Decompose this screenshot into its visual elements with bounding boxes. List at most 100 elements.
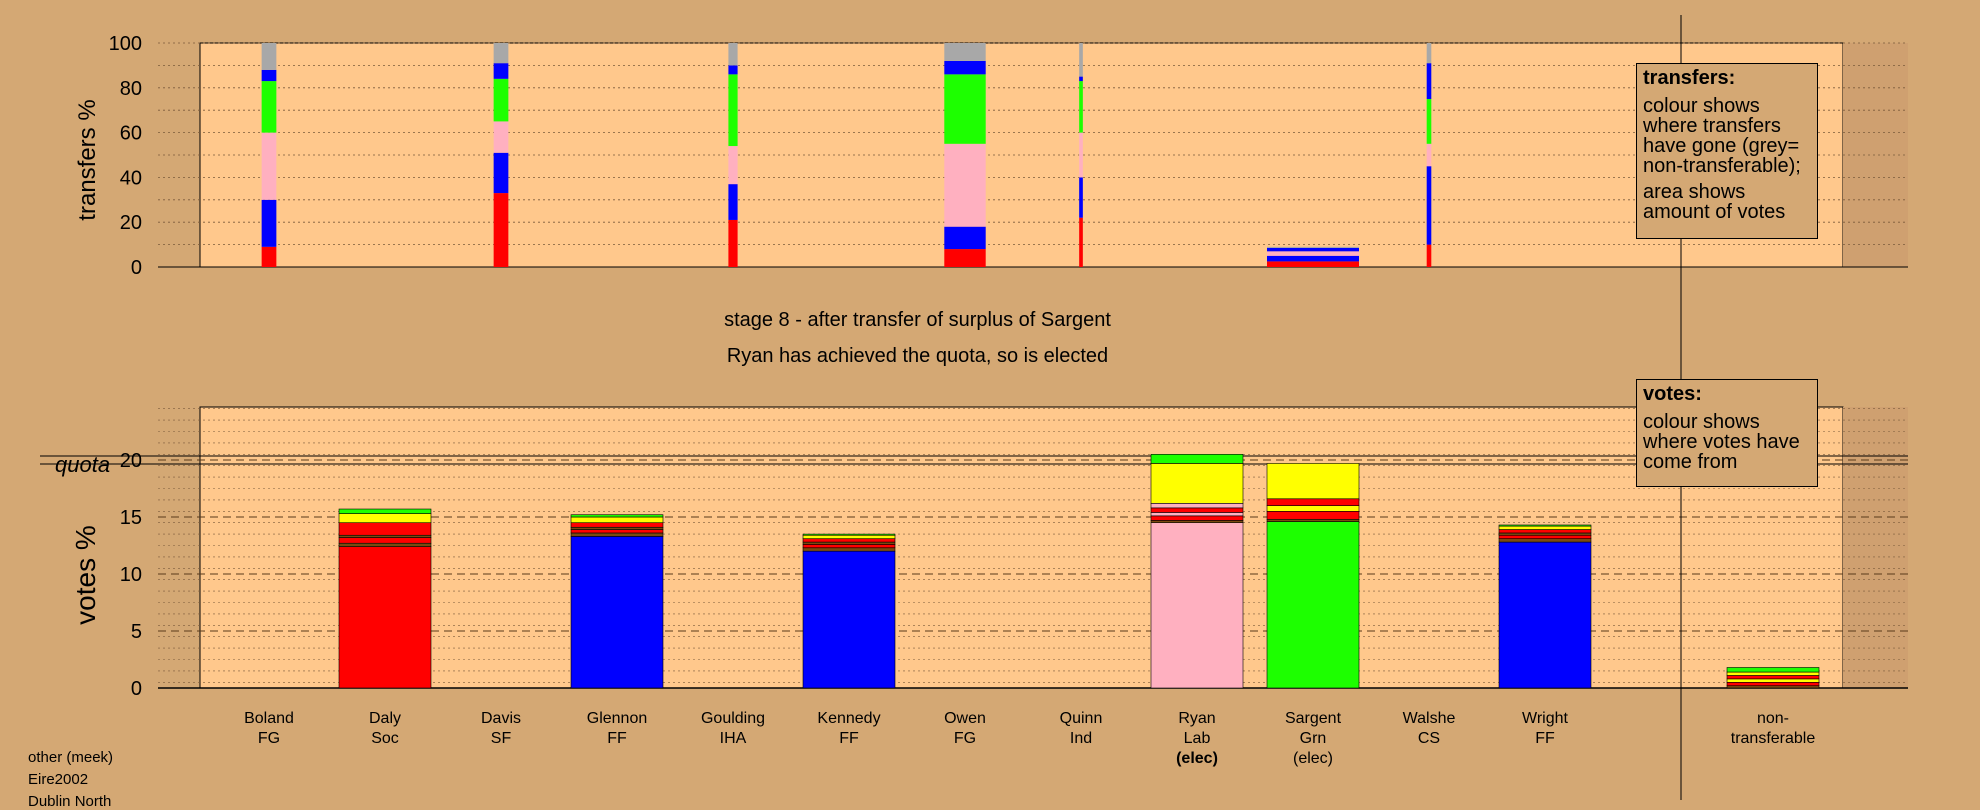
stage-subtitle: Ryan has achieved the quota, so is elect… <box>726 345 1109 367</box>
vote-segment-FF <box>570 536 664 689</box>
candidate-party: Ind <box>1070 730 1092 747</box>
transfer-segment-Grn <box>1426 99 1432 144</box>
vote-segment-Soc <box>338 546 432 689</box>
vote-segment-dark <box>1266 518 1360 522</box>
transfer-segment-Soc <box>1079 217 1083 267</box>
transfers-tick-label: 80 <box>120 78 142 100</box>
vote-segment-Soc <box>802 538 896 543</box>
transfer-segment-non_transferable <box>728 43 738 66</box>
vote-segment-Sargent_transfer <box>338 513 432 524</box>
vote-segment-Soc <box>338 522 432 536</box>
transfer-segment-Soc <box>1426 244 1432 267</box>
transfer-segment-Grn <box>493 78 509 122</box>
transfer-segment-FF <box>1267 255 1359 262</box>
candidate-name: Glennon <box>587 710 648 727</box>
candidate-status: (elec) <box>1176 750 1218 767</box>
non-transferable-segment-Grn <box>1726 667 1820 673</box>
candidate-name: Kennedy <box>817 710 880 727</box>
transfer-segment-Soc <box>493 193 509 267</box>
transfer-segment-Grn <box>728 74 738 147</box>
vote-segment-Sargent_transfer <box>1498 525 1592 530</box>
candidate-party: IHA <box>720 730 747 747</box>
vote-segment-Soc <box>1150 515 1244 521</box>
transfers-tick-label: 60 <box>120 123 142 145</box>
candidate-party: FF <box>1535 730 1555 747</box>
transfer-segment-Lab <box>728 146 738 185</box>
transfers-tick-label: 40 <box>120 167 142 189</box>
footer-constituency: Dublin North <box>28 793 112 810</box>
transfers-tick-label: 20 <box>120 212 142 234</box>
non-transferable-segment-Sargent_transfer <box>1726 678 1820 683</box>
vote-segment-dark <box>338 542 432 547</box>
transfer-segment-Lab <box>1426 143 1432 167</box>
transfers-legend: transfers: colour shows where transfers … <box>1636 63 1818 239</box>
transfer-segment-FF <box>493 63 509 79</box>
transfer-segment-Lab <box>493 121 509 153</box>
transfers-tick-label: 100 <box>109 33 142 55</box>
transfer-segment-FF <box>944 60 986 75</box>
vote-segment-dark <box>802 541 896 545</box>
transfer-segment-non_transferable <box>1267 246 1359 248</box>
footer-method: other (meek) <box>28 749 114 766</box>
votes-tick-label: 0 <box>131 678 142 700</box>
candidate-party: FF <box>839 730 859 747</box>
candidate-name: Owen <box>944 710 986 727</box>
transfer-segment-non_transferable <box>493 43 509 64</box>
vote-segment-Sargent_transfer <box>1266 505 1360 512</box>
vote-segment-Sargent_transfer <box>570 516 664 523</box>
votes-right-shade <box>1843 407 1908 688</box>
candidate-party: FG <box>954 730 976 747</box>
vote-segment-FF <box>1498 541 1592 689</box>
vote-segment-Soc <box>1266 498 1360 506</box>
candidate-party: Lab <box>1184 730 1211 747</box>
vote-segment-Grn <box>802 533 896 536</box>
vote-segment-dark <box>802 547 896 552</box>
transfer-segment-FF <box>944 226 986 250</box>
vote-segment-dark <box>1498 538 1592 543</box>
transfer-segment-Soc <box>728 219 738 267</box>
transfer-segment-Lab <box>261 132 277 200</box>
non-transferable-segment-Soc <box>1726 681 1820 687</box>
vote-segment-Soc <box>338 537 432 544</box>
transfer-segment-non_transferable <box>261 43 277 70</box>
transfer-segment-FF <box>1267 247 1359 252</box>
transfers-axis-label: transfers % <box>74 99 101 220</box>
transfer-segment-Lab <box>1267 251 1359 256</box>
transfer-segment-non_transferable <box>1079 43 1083 77</box>
vote-segment-dark <box>570 532 664 537</box>
votes-plot-area <box>199 406 1844 689</box>
transfers-tick-label: 0 <box>131 257 142 279</box>
non-transferable-label: non- <box>1757 710 1789 727</box>
non-transferable-label: transferable <box>1731 730 1816 747</box>
transfer-segment-FF <box>261 69 277 82</box>
transfer-segment-Soc <box>261 246 277 267</box>
transfer-segment-non_transferable <box>1426 43 1432 64</box>
vote-segment-Grn <box>1150 453 1244 464</box>
votes-axis-label: votes % <box>70 525 101 625</box>
candidate-name: Daly <box>369 710 401 727</box>
transfer-segment-FF <box>1079 177 1083 218</box>
candidate-name: Quinn <box>1060 710 1103 727</box>
vote-segment-Lab <box>1150 503 1244 509</box>
footer-election: Eire2002 <box>28 771 89 788</box>
votes-tick-label: 20 <box>120 450 142 472</box>
vote-segment-Soc <box>1498 534 1592 539</box>
non-transferable-segment-Soc <box>1726 675 1820 680</box>
vote-segment-Lab <box>1150 512 1244 517</box>
transfer-segment-FF <box>728 184 738 220</box>
candidate-name: Davis <box>481 710 521 727</box>
votes-tick-label: 10 <box>120 564 142 586</box>
vote-segment-Sargent_transfer <box>1150 463 1244 504</box>
vote-segment-Sargent_transfer <box>802 534 896 539</box>
transfer-segment-Grn <box>1079 81 1083 133</box>
candidate-name: Walshe <box>1403 710 1456 727</box>
vote-segment-Lab <box>1150 522 1244 689</box>
vote-segment-Sargent_transfer <box>1266 463 1360 500</box>
candidate-party: CS <box>1418 730 1440 747</box>
vote-segment-Soc <box>802 544 896 549</box>
candidate-name: Ryan <box>1178 710 1215 727</box>
transfer-segment-Grn <box>261 81 277 133</box>
candidate-name: Boland <box>244 710 294 727</box>
